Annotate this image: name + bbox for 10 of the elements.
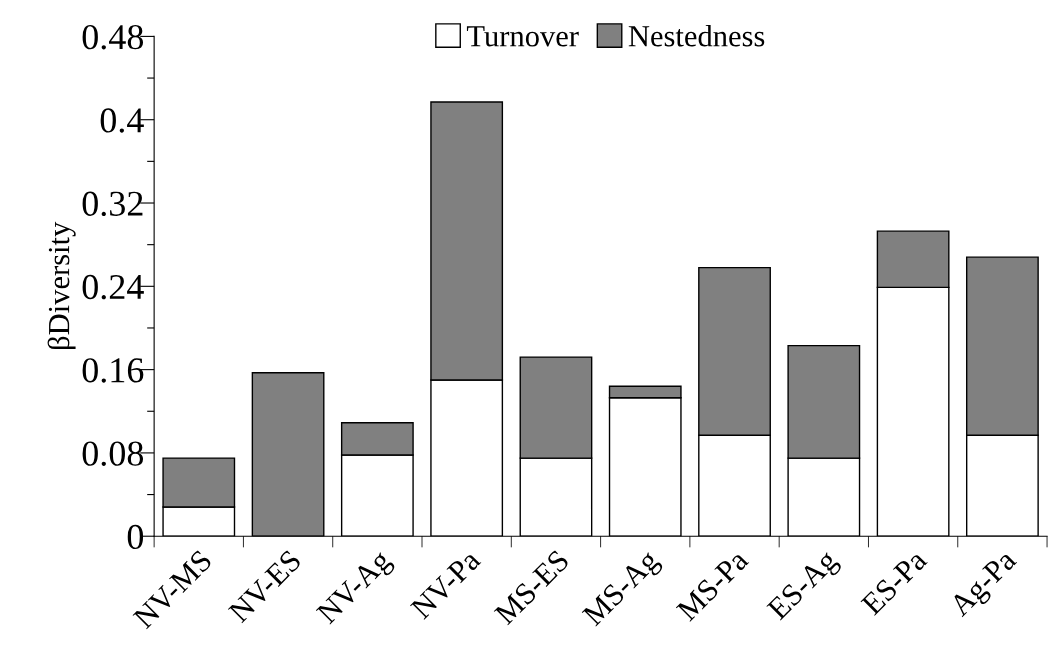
y-axis-title: βDiversity [47, 221, 76, 349]
y-tick-label: 0.16 [82, 358, 144, 383]
y-tick-label: 0.4 [100, 108, 144, 133]
y-tick-label: 0.48 [82, 24, 144, 50]
y-tick-label: 0.08 [82, 441, 144, 466]
y-tick-label: 0 [127, 524, 144, 550]
y-tick-label: 0.32 [82, 191, 143, 217]
legend-label: Nestedness [628, 25, 765, 47]
y-tick-label: 0.24 [82, 274, 144, 300]
legend-label: Turnover [466, 26, 579, 47]
